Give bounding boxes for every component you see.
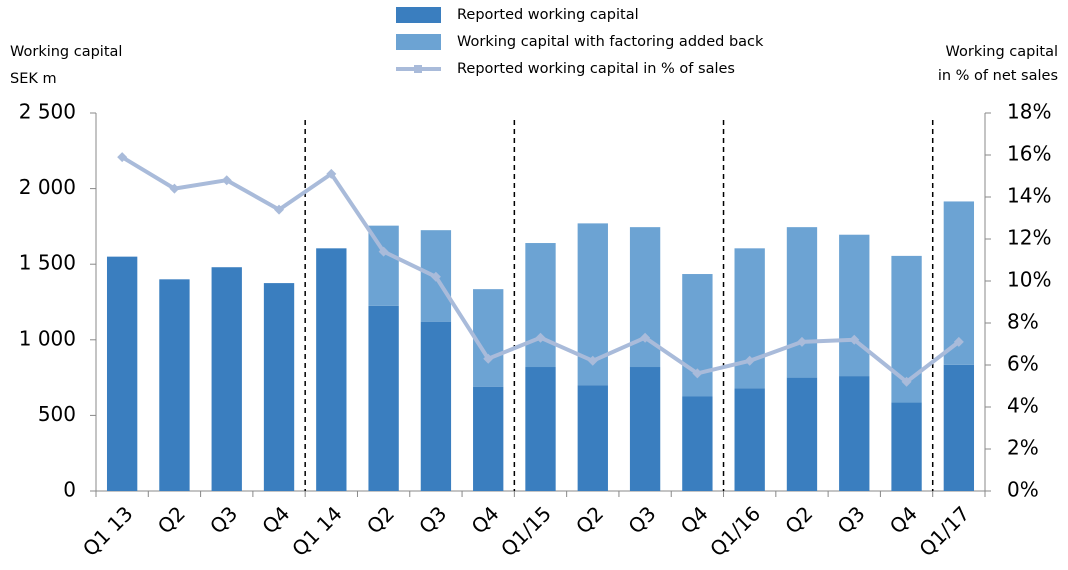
legend-swatch	[396, 34, 441, 50]
marker	[901, 376, 912, 387]
bar	[525, 243, 556, 368]
y2-axis-title: Working capital	[946, 44, 1058, 60]
marker	[326, 168, 337, 179]
y-tick-label: 500	[38, 402, 76, 426]
legend-swatch	[396, 7, 441, 23]
marker	[483, 353, 494, 364]
bar	[577, 385, 608, 491]
y-tick-label: 2 000	[19, 175, 76, 199]
marker	[117, 152, 128, 163]
y2-tick-label: 4%	[1007, 394, 1039, 418]
bar	[839, 234, 870, 377]
y-tick-label: 0	[63, 478, 76, 502]
y-axis-title: SEK m	[10, 71, 57, 87]
bar	[106, 256, 138, 491]
x-tick-label: Q2	[153, 501, 190, 538]
bar	[682, 396, 713, 491]
y2-tick-label: 12%	[1007, 226, 1051, 250]
y2-tick-label: 0%	[1007, 478, 1039, 502]
bar	[211, 267, 242, 491]
marker	[744, 355, 755, 366]
x-tick-label: Q1/15	[496, 501, 556, 561]
y2-axis-title: in % of net sales	[938, 68, 1058, 84]
y2-tick-label: 8%	[1007, 310, 1039, 334]
x-tick-label: Q3	[205, 501, 242, 538]
y2-tick-label: 14%	[1007, 184, 1051, 208]
bar	[839, 376, 870, 491]
x-tick-label: Q2	[780, 501, 817, 538]
marker	[692, 368, 703, 379]
bar	[473, 386, 504, 491]
y-tick-label: 2 500	[19, 100, 76, 124]
x-tick-label: Q2	[571, 501, 608, 538]
marker	[796, 336, 807, 347]
bar	[420, 321, 452, 491]
bar	[786, 227, 818, 378]
marker	[274, 204, 285, 215]
x-tick-label: Q4	[467, 501, 504, 538]
x-tick-label: Q1 14	[287, 501, 347, 561]
marker	[378, 246, 389, 257]
marker	[953, 336, 964, 347]
bar	[263, 283, 295, 491]
legend-label: Working capital with factoring added bac…	[457, 34, 764, 50]
bar	[368, 305, 399, 491]
x-tick-label: Q1 13	[78, 501, 138, 561]
marker	[849, 334, 860, 345]
x-tick-label: Q4	[676, 501, 713, 538]
bar	[734, 388, 765, 491]
marker	[640, 332, 651, 343]
x-tick-label: Q3	[623, 501, 660, 538]
y-tick-label: 1 000	[19, 326, 76, 350]
bar	[786, 377, 818, 491]
x-tick-label: Q4	[257, 501, 294, 538]
y2-tick-label: 6%	[1007, 352, 1039, 376]
marker	[430, 271, 441, 282]
bar	[943, 364, 975, 491]
x-tick-label: Q1/17	[914, 501, 974, 561]
y-tick-label: 1 500	[19, 251, 76, 275]
bar	[316, 248, 347, 491]
x-tick-label: Q4	[885, 501, 922, 538]
bar	[734, 248, 765, 389]
marker	[221, 175, 232, 186]
x-tick-label: Q3	[414, 501, 451, 538]
bar	[159, 279, 190, 491]
x-tick-label: Q3	[833, 501, 870, 538]
y2-tick-label: 16%	[1007, 142, 1051, 166]
marker	[587, 355, 598, 366]
y2-tick-label: 2%	[1007, 436, 1039, 460]
y2-tick-label: 18%	[1007, 100, 1051, 124]
y2-tick-label: 10%	[1007, 268, 1051, 292]
marker	[535, 332, 546, 343]
legend-label: Reported working capital in % of sales	[457, 61, 735, 77]
y-axis-title: Working capital	[10, 44, 122, 60]
bar	[525, 367, 556, 491]
legend-label: Reported working capital	[457, 7, 639, 23]
marker	[169, 183, 180, 194]
x-tick-label: Q1/16	[705, 501, 765, 561]
bar	[629, 367, 661, 491]
bar	[473, 289, 504, 387]
x-tick-label: Q2	[362, 501, 399, 538]
legend-swatch-marker	[414, 65, 422, 73]
bar	[891, 402, 922, 491]
